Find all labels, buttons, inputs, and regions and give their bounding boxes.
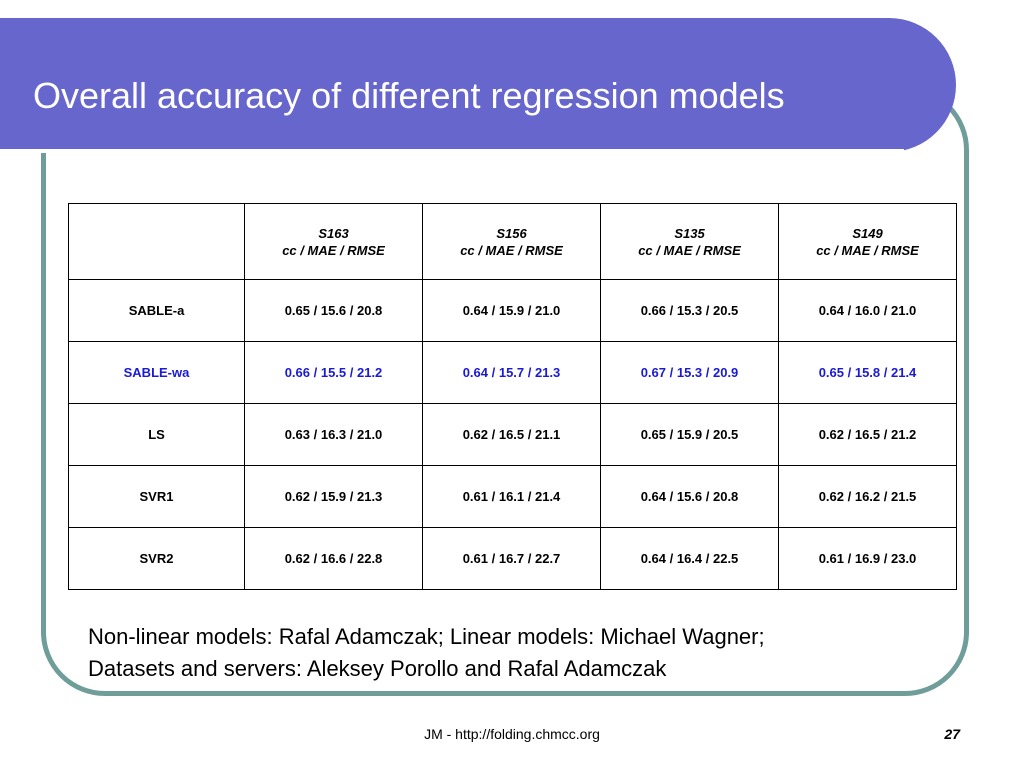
table-cell: 0.64 / 15.9 / 21.0 [422, 279, 601, 342]
table-row: LS 0.63 / 16.3 / 21.0 0.62 / 16.5 / 21.1… [68, 403, 957, 466]
metrics-label: cc / MAE / RMSE [282, 242, 385, 258]
accuracy-table: S163 cc / MAE / RMSE S156 cc / MAE / RMS… [68, 203, 957, 590]
slide-title: Overall accuracy of different regression… [33, 75, 785, 116]
table-cell: 0.61 / 16.7 / 22.7 [422, 527, 601, 590]
page-number: 27 [944, 726, 960, 742]
table-cell: 0.62 / 16.6 / 22.8 [244, 527, 423, 590]
table-cell: 0.62 / 16.2 / 21.5 [778, 465, 957, 528]
column-header: S163 cc / MAE / RMSE [244, 203, 423, 280]
column-header: S149 cc / MAE / RMSE [778, 203, 957, 280]
metrics-label: cc / MAE / RMSE [816, 242, 919, 258]
table-cell: 0.65 / 15.6 / 20.8 [244, 279, 423, 342]
dataset-name: S149 [852, 225, 883, 241]
table-cell: 0.62 / 15.9 / 21.3 [244, 465, 423, 528]
model-name-cell: SVR1 [68, 465, 245, 528]
title-bar: Overall accuracy of different regression… [0, 18, 956, 153]
footer-text: JM - http://folding.chmcc.org [424, 726, 600, 742]
metrics-label: cc / MAE / RMSE [638, 242, 741, 258]
corner-header-cell [68, 203, 245, 280]
table-cell: 0.64 / 15.6 / 20.8 [600, 465, 779, 528]
table-cell: 0.61 / 16.1 / 21.4 [422, 465, 601, 528]
dataset-name: S135 [674, 225, 705, 241]
dataset-name: S156 [496, 225, 527, 241]
credits-text: Non-linear models: Rafal Adamczak; Linea… [88, 621, 765, 685]
table-row-highlighted: SABLE-wa 0.66 / 15.5 / 21.2 0.64 / 15.7 … [68, 341, 957, 404]
table-cell: 0.62 / 16.5 / 21.2 [778, 403, 957, 466]
table-cell: 0.61 / 16.9 / 23.0 [778, 527, 957, 590]
title-underline [0, 149, 904, 153]
table-cell: 0.63 / 16.3 / 21.0 [244, 403, 423, 466]
table-cell: 0.65 / 15.8 / 21.4 [778, 341, 957, 404]
table-row: SVR1 0.62 / 15.9 / 21.3 0.61 / 16.1 / 21… [68, 465, 957, 528]
table-cell: 0.67 / 15.3 / 20.9 [600, 341, 779, 404]
model-name-cell: SABLE-wa [68, 341, 245, 404]
table-row: SABLE-a 0.65 / 15.6 / 20.8 0.64 / 15.9 /… [68, 279, 957, 342]
table-cell: 0.65 / 15.9 / 20.5 [600, 403, 779, 466]
credits-line: Datasets and servers: Aleksey Porollo an… [88, 656, 667, 681]
table-cell: 0.64 / 15.7 / 21.3 [422, 341, 601, 404]
table-header-row: S163 cc / MAE / RMSE S156 cc / MAE / RMS… [68, 203, 957, 280]
credits-line: Non-linear models: Rafal Adamczak; Linea… [88, 624, 765, 649]
table-row: SVR2 0.62 / 16.6 / 22.8 0.61 / 16.7 / 22… [68, 527, 957, 590]
table-cell: 0.66 / 15.3 / 20.5 [600, 279, 779, 342]
dataset-name: S163 [318, 225, 349, 241]
table-cell: 0.66 / 15.5 / 21.2 [244, 341, 423, 404]
column-header: S156 cc / MAE / RMSE [422, 203, 601, 280]
table-cell: 0.62 / 16.5 / 21.1 [422, 403, 601, 466]
model-name-cell: SVR2 [68, 527, 245, 590]
table-cell: 0.64 / 16.4 / 22.5 [600, 527, 779, 590]
table-cell: 0.64 / 16.0 / 21.0 [778, 279, 957, 342]
model-name-cell: SABLE-a [68, 279, 245, 342]
model-name-cell: LS [68, 403, 245, 466]
column-header: S135 cc / MAE / RMSE [600, 203, 779, 280]
metrics-label: cc / MAE / RMSE [460, 242, 563, 258]
